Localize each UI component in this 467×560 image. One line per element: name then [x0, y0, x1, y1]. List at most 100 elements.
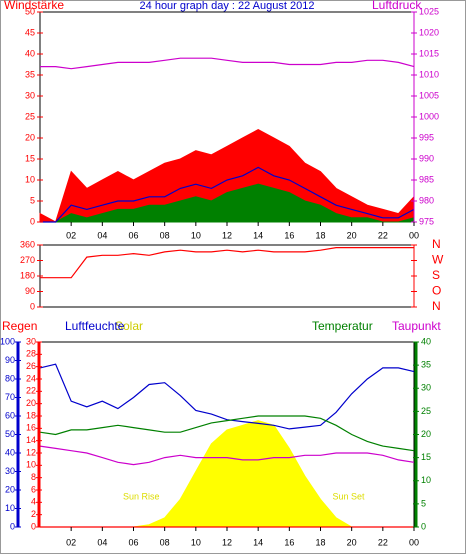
y-tick-label: 10 [25, 174, 35, 184]
y-tick-label: 35 [25, 69, 35, 79]
y3-tick-label: 2 [31, 509, 36, 519]
y2-tick-label: 1020 [419, 27, 439, 37]
y-tick-label: 30 [5, 466, 15, 476]
annotation: Sun Set [333, 491, 366, 501]
y2-tick-label: 25 [421, 406, 431, 416]
y-tick-label: 90 [5, 355, 15, 365]
x-tick-label: 22 [378, 230, 388, 240]
y2-tick-label: W [432, 253, 444, 267]
annotation: Sun Rise [123, 491, 160, 501]
y2-tick-label: 5 [421, 498, 426, 508]
y3-tick-label: 4 [31, 497, 36, 507]
y2-tick-label: 1005 [419, 90, 439, 100]
y-tick-label: 50 [5, 429, 15, 439]
x-tick-label: 10 [191, 537, 201, 547]
y2-tick-label: 35 [421, 360, 431, 370]
y3-tick-label: 0 [31, 521, 36, 531]
y-tick-label: 45 [25, 27, 35, 37]
y-tick-label: 40 [5, 447, 15, 457]
y2-tick-label: 15 [421, 452, 431, 462]
area [39, 129, 415, 223]
y-tick-label: 60 [5, 410, 15, 420]
x-tick-label: 06 [128, 230, 138, 240]
y2-tick-label: 1025 [419, 6, 439, 16]
y3-tick-label: 24 [26, 373, 36, 383]
y3-tick-label: 14 [26, 435, 36, 445]
y-tick-label: 15 [25, 153, 35, 163]
y2-tick-label: 985 [419, 174, 434, 184]
x-tick-label: 04 [97, 537, 107, 547]
x-tick-label: 02 [66, 537, 76, 547]
y-tick-label: 5 [30, 195, 35, 205]
y-tick-label: 180 [20, 270, 35, 280]
x-tick-label: 12 [222, 537, 232, 547]
y2-tick-label: S [432, 268, 440, 282]
y-tick-label: 50 [25, 6, 35, 16]
x-tick-label: 18 [315, 230, 325, 240]
x-tick-label: 08 [160, 230, 170, 240]
x-tick-label: 14 [253, 230, 263, 240]
y-tick-label: 100 [0, 336, 15, 346]
line [40, 166, 415, 223]
y2-tick-label: N [432, 237, 441, 251]
y-tick-label: 0 [30, 216, 35, 226]
x-tick-label: 12 [222, 230, 232, 240]
y-tick-label: 20 [5, 484, 15, 494]
x-tick-label: 08 [160, 537, 170, 547]
x-tick-label: 20 [347, 230, 357, 240]
x-tick-label: 22 [378, 537, 388, 547]
x-tick-label: 16 [284, 230, 294, 240]
y3-tick-label: 8 [31, 472, 36, 482]
y-tick-label: 30 [25, 90, 35, 100]
legend-entry: Solar [115, 319, 143, 333]
line [39, 363, 415, 430]
x-tick-label: 18 [315, 537, 325, 547]
y3-tick-label: 22 [26, 386, 36, 396]
y2-tick-label: 20 [421, 429, 431, 439]
y-tick-label: 0 [10, 521, 15, 531]
y-tick-label: 70 [5, 392, 15, 402]
y-tick-label: 20 [25, 132, 35, 142]
y3-tick-label: 6 [31, 484, 36, 494]
y2-tick-label: 0 [421, 521, 426, 531]
x-tick-label: 00 [409, 230, 419, 240]
y-tick-label: 0 [30, 301, 35, 311]
y2-tick-label: 1015 [419, 48, 439, 58]
y-tick-label: 40 [25, 48, 35, 58]
chart-title: 24 hour graph day : 22 August 2012 [140, 0, 315, 12]
y2-tick-label: 995 [419, 132, 434, 142]
line [40, 57, 415, 70]
area [40, 183, 415, 223]
y2-tick-label: 975 [419, 216, 434, 226]
y-tick-label: 10 [5, 503, 15, 513]
y3-tick-label: 30 [26, 336, 36, 346]
x-tick-label: 06 [128, 537, 138, 547]
line [40, 247, 414, 279]
y3-tick-label: 20 [26, 398, 36, 408]
y3-tick-label: 10 [26, 460, 36, 470]
y2-tick-label: O [432, 284, 441, 298]
y2-tick-label: 1010 [419, 69, 439, 79]
y2-tick-label: 980 [419, 195, 434, 205]
y2-tick-label: N [432, 299, 441, 313]
y3-tick-label: 26 [26, 361, 36, 371]
line [39, 445, 415, 466]
x-tick-label: 20 [347, 537, 357, 547]
legend-entry: Regen [2, 319, 37, 333]
y-tick-label: 90 [25, 286, 35, 296]
y3-tick-label: 12 [26, 447, 36, 457]
line [39, 415, 415, 452]
y2-tick-label: 990 [419, 153, 434, 163]
y2-tick-label: 40 [421, 336, 431, 346]
y-tick-label: 80 [5, 373, 15, 383]
legend-entry: Luftfeuchte [65, 319, 125, 333]
x-tick-label: 10 [191, 230, 201, 240]
x-tick-label: 00 [409, 537, 419, 547]
x-tick-label: 02 [66, 230, 76, 240]
x-tick-label: 16 [284, 537, 294, 547]
y2-axis-label: Luftdruck [372, 0, 422, 12]
y-tick-label: 360 [20, 239, 35, 249]
y2-tick-label: 1000 [419, 111, 439, 121]
x-tick-label: 04 [97, 230, 107, 240]
